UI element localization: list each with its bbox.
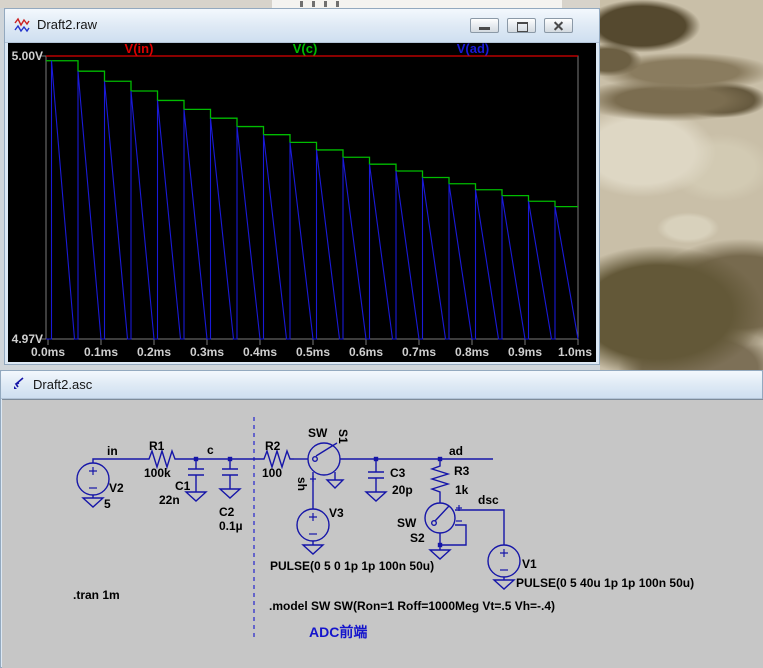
component-c2[interactable]	[218, 468, 242, 499]
junction-dots	[193, 456, 443, 548]
restore-icon	[517, 22, 528, 32]
value-r2: 100	[262, 466, 282, 480]
parent-toolbar-strip	[0, 0, 600, 8]
schematic-window-titlebar[interactable]: Draft2.asc	[1, 371, 762, 399]
restore-button[interactable]	[507, 18, 536, 33]
axis-ticks	[39, 55, 579, 345]
label-v2: V2	[109, 481, 124, 495]
directive-model[interactable]: .model SW SW(Ron=1 Roff=1000Meg Vt=.5 Vh…	[269, 599, 555, 613]
x-tick-label: 0.1ms	[84, 345, 118, 359]
component-s2[interactable]	[424, 502, 462, 560]
x-tick-label: 0.8ms	[455, 345, 489, 359]
x-tick-label: 0.5ms	[296, 345, 330, 359]
label-c1: C1	[175, 479, 191, 493]
y-axis-label-top: 5.00V	[12, 49, 43, 63]
value-c1: 22n	[159, 493, 180, 507]
label-v1: V1	[522, 557, 537, 571]
minimize-button[interactable]	[470, 18, 499, 33]
plot-window-titlebar[interactable]: Draft2.raw	[5, 9, 599, 43]
value-r1: 100k	[144, 466, 171, 480]
legend-v-in[interactable]: V(in)	[125, 43, 154, 56]
close-button[interactable]	[544, 18, 573, 33]
comment-adc-frontend[interactable]: ADC前端	[309, 624, 367, 640]
x-tick-label: 0.7ms	[402, 345, 436, 359]
schematic-icon	[14, 377, 24, 389]
schematic-window: Draft2.asc	[0, 370, 763, 668]
component-v2[interactable]	[76, 462, 110, 508]
toolbar-mark-icon	[336, 1, 339, 7]
component-s1[interactable]	[307, 442, 345, 489]
x-tick-label: 0.4ms	[243, 345, 277, 359]
component-r3[interactable]	[429, 462, 451, 496]
net-label-dsc[interactable]: dsc	[478, 493, 499, 507]
toolbar-mark-icon	[324, 1, 327, 7]
label-v3: V3	[329, 506, 344, 520]
x-tick-label: 0.3ms	[190, 345, 224, 359]
label-s1: S1	[336, 429, 350, 444]
net-label-in[interactable]: in	[107, 444, 118, 458]
value-c2: 0.1µ	[219, 519, 243, 533]
schematic-canvas[interactable]: in c sh ad dsc R1 100k V2 5 C1 22n C2 0.…	[2, 400, 763, 668]
x-tick-label: 0.0ms	[31, 345, 65, 359]
toolbar-mark-icon	[300, 1, 303, 7]
plot-window: Draft2.raw	[4, 8, 600, 365]
x-tick-label: 0.6ms	[349, 345, 383, 359]
label-s1-type: SW	[308, 426, 328, 440]
net-label-ad[interactable]: ad	[449, 444, 463, 458]
label-s2: S2	[410, 531, 425, 545]
toolbar-mark-icon	[312, 1, 315, 7]
component-r2[interactable]	[260, 448, 294, 470]
y-axis-label-bottom: 4.97V	[12, 332, 43, 346]
label-r1: R1	[149, 439, 165, 453]
trace-v-c	[46, 60, 578, 208]
waveform-icon	[14, 17, 30, 33]
label-c3: C3	[390, 466, 406, 480]
trace-v-ad	[46, 60, 579, 340]
x-tick-label: 0.9ms	[508, 345, 542, 359]
value-r3: 1k	[455, 483, 469, 497]
minimize-icon	[479, 27, 490, 30]
x-tick-label: 1.0ms	[558, 345, 592, 359]
component-c1[interactable]	[184, 468, 208, 502]
net-label-sh[interactable]: sh	[295, 477, 309, 491]
label-r3: R3	[454, 464, 470, 478]
value-v2: 5	[104, 497, 111, 511]
net-label-c[interactable]: c	[207, 443, 214, 457]
legend-v-c[interactable]: V(c)	[293, 43, 318, 56]
component-v3[interactable]	[296, 508, 330, 555]
value-v3-pulse[interactable]: PULSE(0 5 0 1p 1p 100n 50u)	[270, 559, 434, 573]
label-c2: C2	[219, 505, 235, 519]
toolbar-strip-highlight	[272, 0, 562, 8]
plot-window-title: Draft2.raw	[37, 17, 97, 32]
x-tick-label: 0.2ms	[137, 345, 171, 359]
component-c3[interactable]	[364, 471, 388, 502]
component-r1[interactable]	[145, 448, 179, 470]
label-r2: R2	[265, 439, 281, 453]
plot-area[interactable]: V(in) V(c) V(ad) 5.00V 4.97V 0.0ms 0.1ms…	[8, 43, 596, 362]
legend-v-ad[interactable]: V(ad)	[457, 43, 490, 56]
background-photo	[600, 0, 763, 372]
schematic-window-title: Draft2.asc	[33, 377, 93, 392]
component-v1[interactable]	[487, 544, 521, 590]
label-s2-type: SW	[397, 516, 417, 530]
plot-graticule	[45, 55, 579, 340]
directive-tran[interactable]: .tran 1m	[73, 588, 120, 602]
value-v1-pulse[interactable]: PULSE(0 5 40u 1p 1p 100n 50u)	[516, 576, 694, 590]
value-c3: 20p	[392, 483, 413, 497]
